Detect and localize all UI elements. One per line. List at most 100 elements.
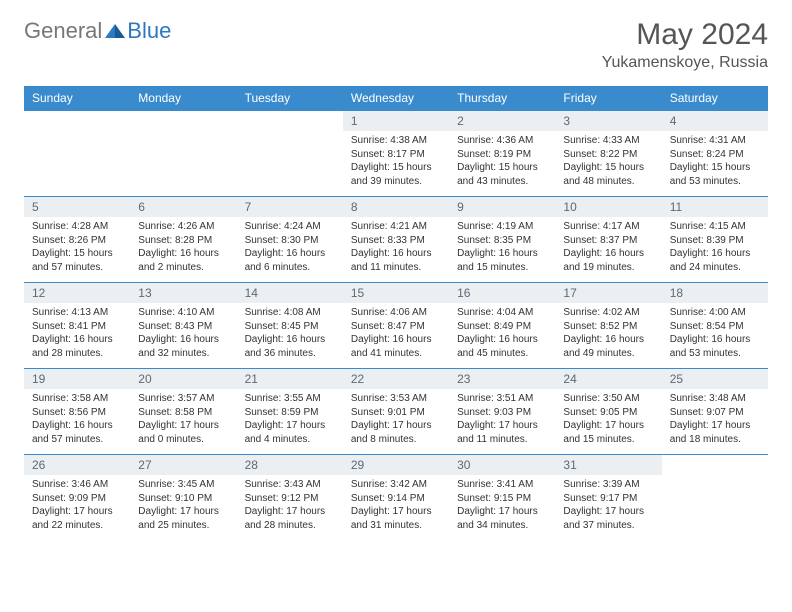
- day-number: 17: [555, 283, 661, 303]
- day-details: Sunrise: 3:48 AMSunset: 9:07 PMDaylight:…: [662, 389, 768, 450]
- day-details: Sunrise: 4:24 AMSunset: 8:30 PMDaylight:…: [237, 217, 343, 278]
- calendar-day: 10Sunrise: 4:17 AMSunset: 8:37 PMDayligh…: [555, 197, 661, 283]
- calendar-day: 24Sunrise: 3:50 AMSunset: 9:05 PMDayligh…: [555, 369, 661, 455]
- weekday-header: Saturday: [662, 86, 768, 111]
- weekday-row: SundayMondayTuesdayWednesdayThursdayFrid…: [24, 86, 768, 111]
- day-number: 23: [449, 369, 555, 389]
- day-number: 13: [130, 283, 236, 303]
- day-number: 30: [449, 455, 555, 475]
- day-number: 19: [24, 369, 130, 389]
- day-details: Sunrise: 3:57 AMSunset: 8:58 PMDaylight:…: [130, 389, 236, 450]
- day-details: Sunrise: 3:43 AMSunset: 9:12 PMDaylight:…: [237, 475, 343, 536]
- header: General Blue May 2024 Yukamenskoye, Russ…: [24, 18, 768, 72]
- calendar-day: 11Sunrise: 4:15 AMSunset: 8:39 PMDayligh…: [662, 197, 768, 283]
- calendar-day: 30Sunrise: 3:41 AMSunset: 9:15 PMDayligh…: [449, 455, 555, 541]
- day-number: 21: [237, 369, 343, 389]
- day-details: Sunrise: 4:38 AMSunset: 8:17 PMDaylight:…: [343, 131, 449, 192]
- calendar-day: [237, 111, 343, 197]
- day-details: Sunrise: 4:10 AMSunset: 8:43 PMDaylight:…: [130, 303, 236, 364]
- calendar-day: 1Sunrise: 4:38 AMSunset: 8:17 PMDaylight…: [343, 111, 449, 197]
- day-details: Sunrise: 3:45 AMSunset: 9:10 PMDaylight:…: [130, 475, 236, 536]
- calendar-day: 16Sunrise: 4:04 AMSunset: 8:49 PMDayligh…: [449, 283, 555, 369]
- logo-blue: Blue: [127, 18, 171, 44]
- day-number: 29: [343, 455, 449, 475]
- day-number: 2: [449, 111, 555, 131]
- calendar-day: 8Sunrise: 4:21 AMSunset: 8:33 PMDaylight…: [343, 197, 449, 283]
- calendar-week: 5Sunrise: 4:28 AMSunset: 8:26 PMDaylight…: [24, 197, 768, 283]
- day-details: Sunrise: 4:13 AMSunset: 8:41 PMDaylight:…: [24, 303, 130, 364]
- day-number: 26: [24, 455, 130, 475]
- calendar-day: 19Sunrise: 3:58 AMSunset: 8:56 PMDayligh…: [24, 369, 130, 455]
- calendar-day: 17Sunrise: 4:02 AMSunset: 8:52 PMDayligh…: [555, 283, 661, 369]
- day-details: Sunrise: 4:02 AMSunset: 8:52 PMDaylight:…: [555, 303, 661, 364]
- day-number: 5: [24, 197, 130, 217]
- day-details: Sunrise: 3:46 AMSunset: 9:09 PMDaylight:…: [24, 475, 130, 536]
- day-details: Sunrise: 3:53 AMSunset: 9:01 PMDaylight:…: [343, 389, 449, 450]
- day-number: 4: [662, 111, 768, 131]
- day-number: 6: [130, 197, 236, 217]
- calendar-day: 3Sunrise: 4:33 AMSunset: 8:22 PMDaylight…: [555, 111, 661, 197]
- day-number: 15: [343, 283, 449, 303]
- calendar-day: 6Sunrise: 4:26 AMSunset: 8:28 PMDaylight…: [130, 197, 236, 283]
- calendar-day: [130, 111, 236, 197]
- day-number: 9: [449, 197, 555, 217]
- calendar-day: 18Sunrise: 4:00 AMSunset: 8:54 PMDayligh…: [662, 283, 768, 369]
- day-number: 11: [662, 197, 768, 217]
- calendar-day: 15Sunrise: 4:06 AMSunset: 8:47 PMDayligh…: [343, 283, 449, 369]
- calendar-day: 7Sunrise: 4:24 AMSunset: 8:30 PMDaylight…: [237, 197, 343, 283]
- day-number: 16: [449, 283, 555, 303]
- weekday-header: Friday: [555, 86, 661, 111]
- calendar-day: 4Sunrise: 4:31 AMSunset: 8:24 PMDaylight…: [662, 111, 768, 197]
- day-number: 18: [662, 283, 768, 303]
- day-details: Sunrise: 4:36 AMSunset: 8:19 PMDaylight:…: [449, 131, 555, 192]
- logo: General Blue: [24, 18, 171, 44]
- day-details: Sunrise: 3:55 AMSunset: 8:59 PMDaylight:…: [237, 389, 343, 450]
- day-details: Sunrise: 4:28 AMSunset: 8:26 PMDaylight:…: [24, 217, 130, 278]
- day-details: Sunrise: 3:51 AMSunset: 9:03 PMDaylight:…: [449, 389, 555, 450]
- day-number: 8: [343, 197, 449, 217]
- calendar-day: 25Sunrise: 3:48 AMSunset: 9:07 PMDayligh…: [662, 369, 768, 455]
- day-details: Sunrise: 3:42 AMSunset: 9:14 PMDaylight:…: [343, 475, 449, 536]
- calendar-day: 14Sunrise: 4:08 AMSunset: 8:45 PMDayligh…: [237, 283, 343, 369]
- day-details: Sunrise: 4:31 AMSunset: 8:24 PMDaylight:…: [662, 131, 768, 192]
- day-number: 14: [237, 283, 343, 303]
- calendar-day: 2Sunrise: 4:36 AMSunset: 8:19 PMDaylight…: [449, 111, 555, 197]
- day-number: 24: [555, 369, 661, 389]
- location: Yukamenskoye, Russia: [602, 54, 768, 72]
- day-details: Sunrise: 3:41 AMSunset: 9:15 PMDaylight:…: [449, 475, 555, 536]
- logo-icon: [104, 22, 126, 40]
- day-number: 10: [555, 197, 661, 217]
- day-details: Sunrise: 4:00 AMSunset: 8:54 PMDaylight:…: [662, 303, 768, 364]
- day-details: Sunrise: 4:19 AMSunset: 8:35 PMDaylight:…: [449, 217, 555, 278]
- day-details: Sunrise: 3:58 AMSunset: 8:56 PMDaylight:…: [24, 389, 130, 450]
- day-number: 22: [343, 369, 449, 389]
- day-number: 28: [237, 455, 343, 475]
- calendar-day: [662, 455, 768, 541]
- calendar-day: 28Sunrise: 3:43 AMSunset: 9:12 PMDayligh…: [237, 455, 343, 541]
- day-number: 1: [343, 111, 449, 131]
- calendar-day: [24, 111, 130, 197]
- weekday-header: Monday: [130, 86, 236, 111]
- calendar-day: 12Sunrise: 4:13 AMSunset: 8:41 PMDayligh…: [24, 283, 130, 369]
- day-details: Sunrise: 4:26 AMSunset: 8:28 PMDaylight:…: [130, 217, 236, 278]
- calendar-week: 12Sunrise: 4:13 AMSunset: 8:41 PMDayligh…: [24, 283, 768, 369]
- calendar-table: SundayMondayTuesdayWednesdayThursdayFrid…: [24, 86, 768, 541]
- calendar-day: 31Sunrise: 3:39 AMSunset: 9:17 PMDayligh…: [555, 455, 661, 541]
- day-details: Sunrise: 4:08 AMSunset: 8:45 PMDaylight:…: [237, 303, 343, 364]
- day-number: 7: [237, 197, 343, 217]
- day-number: 3: [555, 111, 661, 131]
- day-details: Sunrise: 4:15 AMSunset: 8:39 PMDaylight:…: [662, 217, 768, 278]
- day-details: Sunrise: 4:17 AMSunset: 8:37 PMDaylight:…: [555, 217, 661, 278]
- calendar-body: 1Sunrise: 4:38 AMSunset: 8:17 PMDaylight…: [24, 111, 768, 541]
- day-details: Sunrise: 4:33 AMSunset: 8:22 PMDaylight:…: [555, 131, 661, 192]
- day-number: 20: [130, 369, 236, 389]
- day-number: 31: [555, 455, 661, 475]
- calendar-day: 26Sunrise: 3:46 AMSunset: 9:09 PMDayligh…: [24, 455, 130, 541]
- calendar-day: 5Sunrise: 4:28 AMSunset: 8:26 PMDaylight…: [24, 197, 130, 283]
- day-details: Sunrise: 3:39 AMSunset: 9:17 PMDaylight:…: [555, 475, 661, 536]
- calendar-day: 23Sunrise: 3:51 AMSunset: 9:03 PMDayligh…: [449, 369, 555, 455]
- calendar-week: 19Sunrise: 3:58 AMSunset: 8:56 PMDayligh…: [24, 369, 768, 455]
- day-number: 25: [662, 369, 768, 389]
- calendar-day: 21Sunrise: 3:55 AMSunset: 8:59 PMDayligh…: [237, 369, 343, 455]
- calendar-day: 9Sunrise: 4:19 AMSunset: 8:35 PMDaylight…: [449, 197, 555, 283]
